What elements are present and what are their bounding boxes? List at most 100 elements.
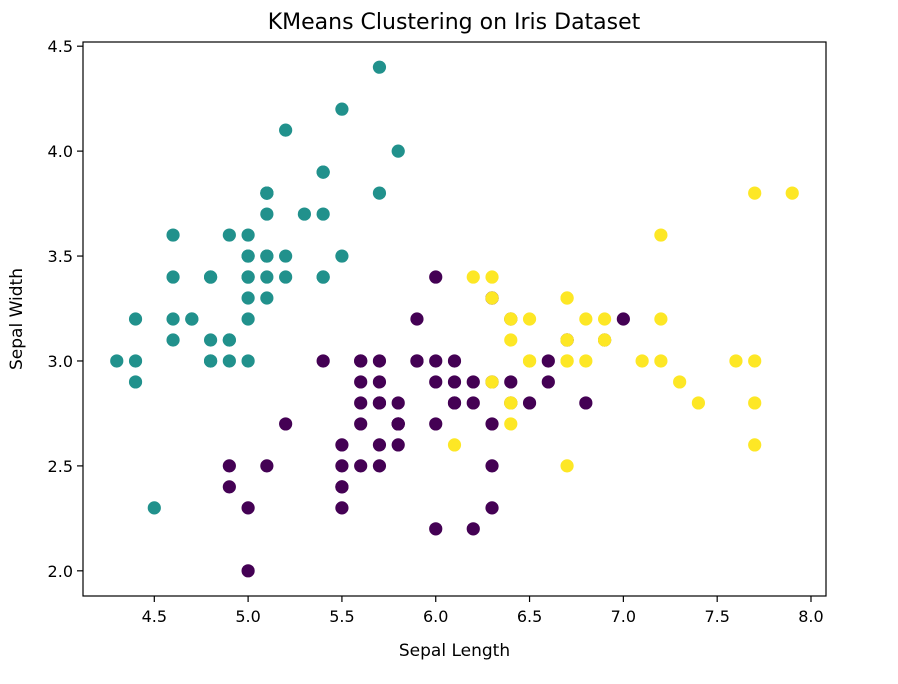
data-point [297, 207, 311, 221]
data-point [185, 312, 199, 326]
data-point [485, 375, 499, 389]
data-point [372, 354, 387, 368]
data-point [372, 459, 387, 473]
x-axis: 4.5 5.0 5.5 6.0 6.5 7.0 7.5 8.0 [142, 596, 824, 626]
data-point [654, 228, 668, 242]
data-point [522, 354, 537, 368]
data-point [372, 438, 387, 452]
data-point [222, 228, 236, 242]
data-point [429, 522, 443, 536]
data-point [504, 333, 518, 347]
data-point [560, 333, 574, 347]
data-point [316, 270, 330, 284]
data-point [241, 249, 255, 263]
x-tick-label: 8.0 [798, 607, 823, 626]
data-point [335, 459, 349, 473]
data-point [241, 228, 255, 242]
data-point [748, 186, 762, 200]
data-point [372, 60, 387, 74]
data-point [241, 312, 255, 326]
data-point [391, 144, 405, 158]
data-point [372, 396, 387, 410]
data-point [203, 270, 218, 284]
data-point [222, 333, 236, 347]
data-point [560, 291, 574, 305]
data-point [241, 354, 255, 368]
data-point [504, 396, 518, 410]
data-point [447, 375, 462, 389]
data-point [522, 312, 537, 326]
data-point [241, 501, 255, 515]
plot-frame [82, 41, 827, 597]
data-point [654, 312, 668, 326]
data-point [748, 354, 762, 368]
data-point [260, 270, 274, 284]
chart-title: KMeans Clustering on Iris Dataset [268, 10, 641, 35]
data-point [354, 459, 368, 473]
data-point [485, 417, 499, 431]
data-point [560, 459, 574, 473]
data-point [466, 522, 480, 536]
data-point [241, 564, 255, 578]
data-point [203, 354, 218, 368]
data-point [429, 354, 443, 368]
data-point [673, 375, 687, 389]
data-point [316, 207, 330, 221]
x-tick-label: 6.5 [517, 607, 542, 626]
data-point [522, 396, 537, 410]
data-point [222, 354, 236, 368]
data-point [579, 354, 593, 368]
y-axis: 2.0 2.5 3.0 3.5 4.0 4.5 [48, 37, 83, 581]
data-point [654, 354, 668, 368]
data-point [203, 333, 218, 347]
data-point [447, 438, 462, 452]
data-point [260, 459, 274, 473]
data-point [166, 270, 180, 284]
data-point [335, 501, 349, 515]
data-point [166, 312, 180, 326]
data-point [447, 396, 462, 410]
data-point [316, 165, 330, 179]
data-point [147, 501, 161, 515]
data-point [410, 354, 424, 368]
data-point [485, 270, 499, 284]
data-point [128, 312, 143, 326]
data-point [391, 417, 405, 431]
data-point [485, 459, 499, 473]
data-point [128, 375, 143, 389]
data-point [222, 480, 236, 494]
y-tick-label: 3.0 [48, 352, 73, 371]
data-point [335, 480, 349, 494]
data-point [166, 333, 180, 347]
data-point [691, 396, 706, 410]
y-tick-label: 4.0 [48, 142, 73, 161]
data-point [485, 291, 499, 305]
data-point [391, 396, 405, 410]
data-point [391, 438, 405, 452]
data-point [785, 186, 799, 200]
data-point [429, 375, 443, 389]
cluster-series [222, 270, 630, 578]
data-point [260, 207, 274, 221]
data-point [504, 417, 518, 431]
data-point [504, 312, 518, 326]
data-point [410, 312, 424, 326]
data-point [466, 396, 480, 410]
data-point [260, 186, 274, 200]
y-tick-label: 3.5 [48, 247, 73, 266]
data-point [260, 249, 274, 263]
data-point [241, 291, 255, 305]
data-point [429, 417, 443, 431]
data-point [504, 375, 518, 389]
x-tick-label: 4.5 [142, 607, 167, 626]
data-point [279, 270, 293, 284]
data-point [541, 354, 555, 368]
data-point [616, 312, 630, 326]
data-point [541, 375, 555, 389]
data-point [598, 333, 612, 347]
plot-area [82, 41, 827, 597]
data-point [466, 375, 480, 389]
data-point [335, 102, 349, 116]
